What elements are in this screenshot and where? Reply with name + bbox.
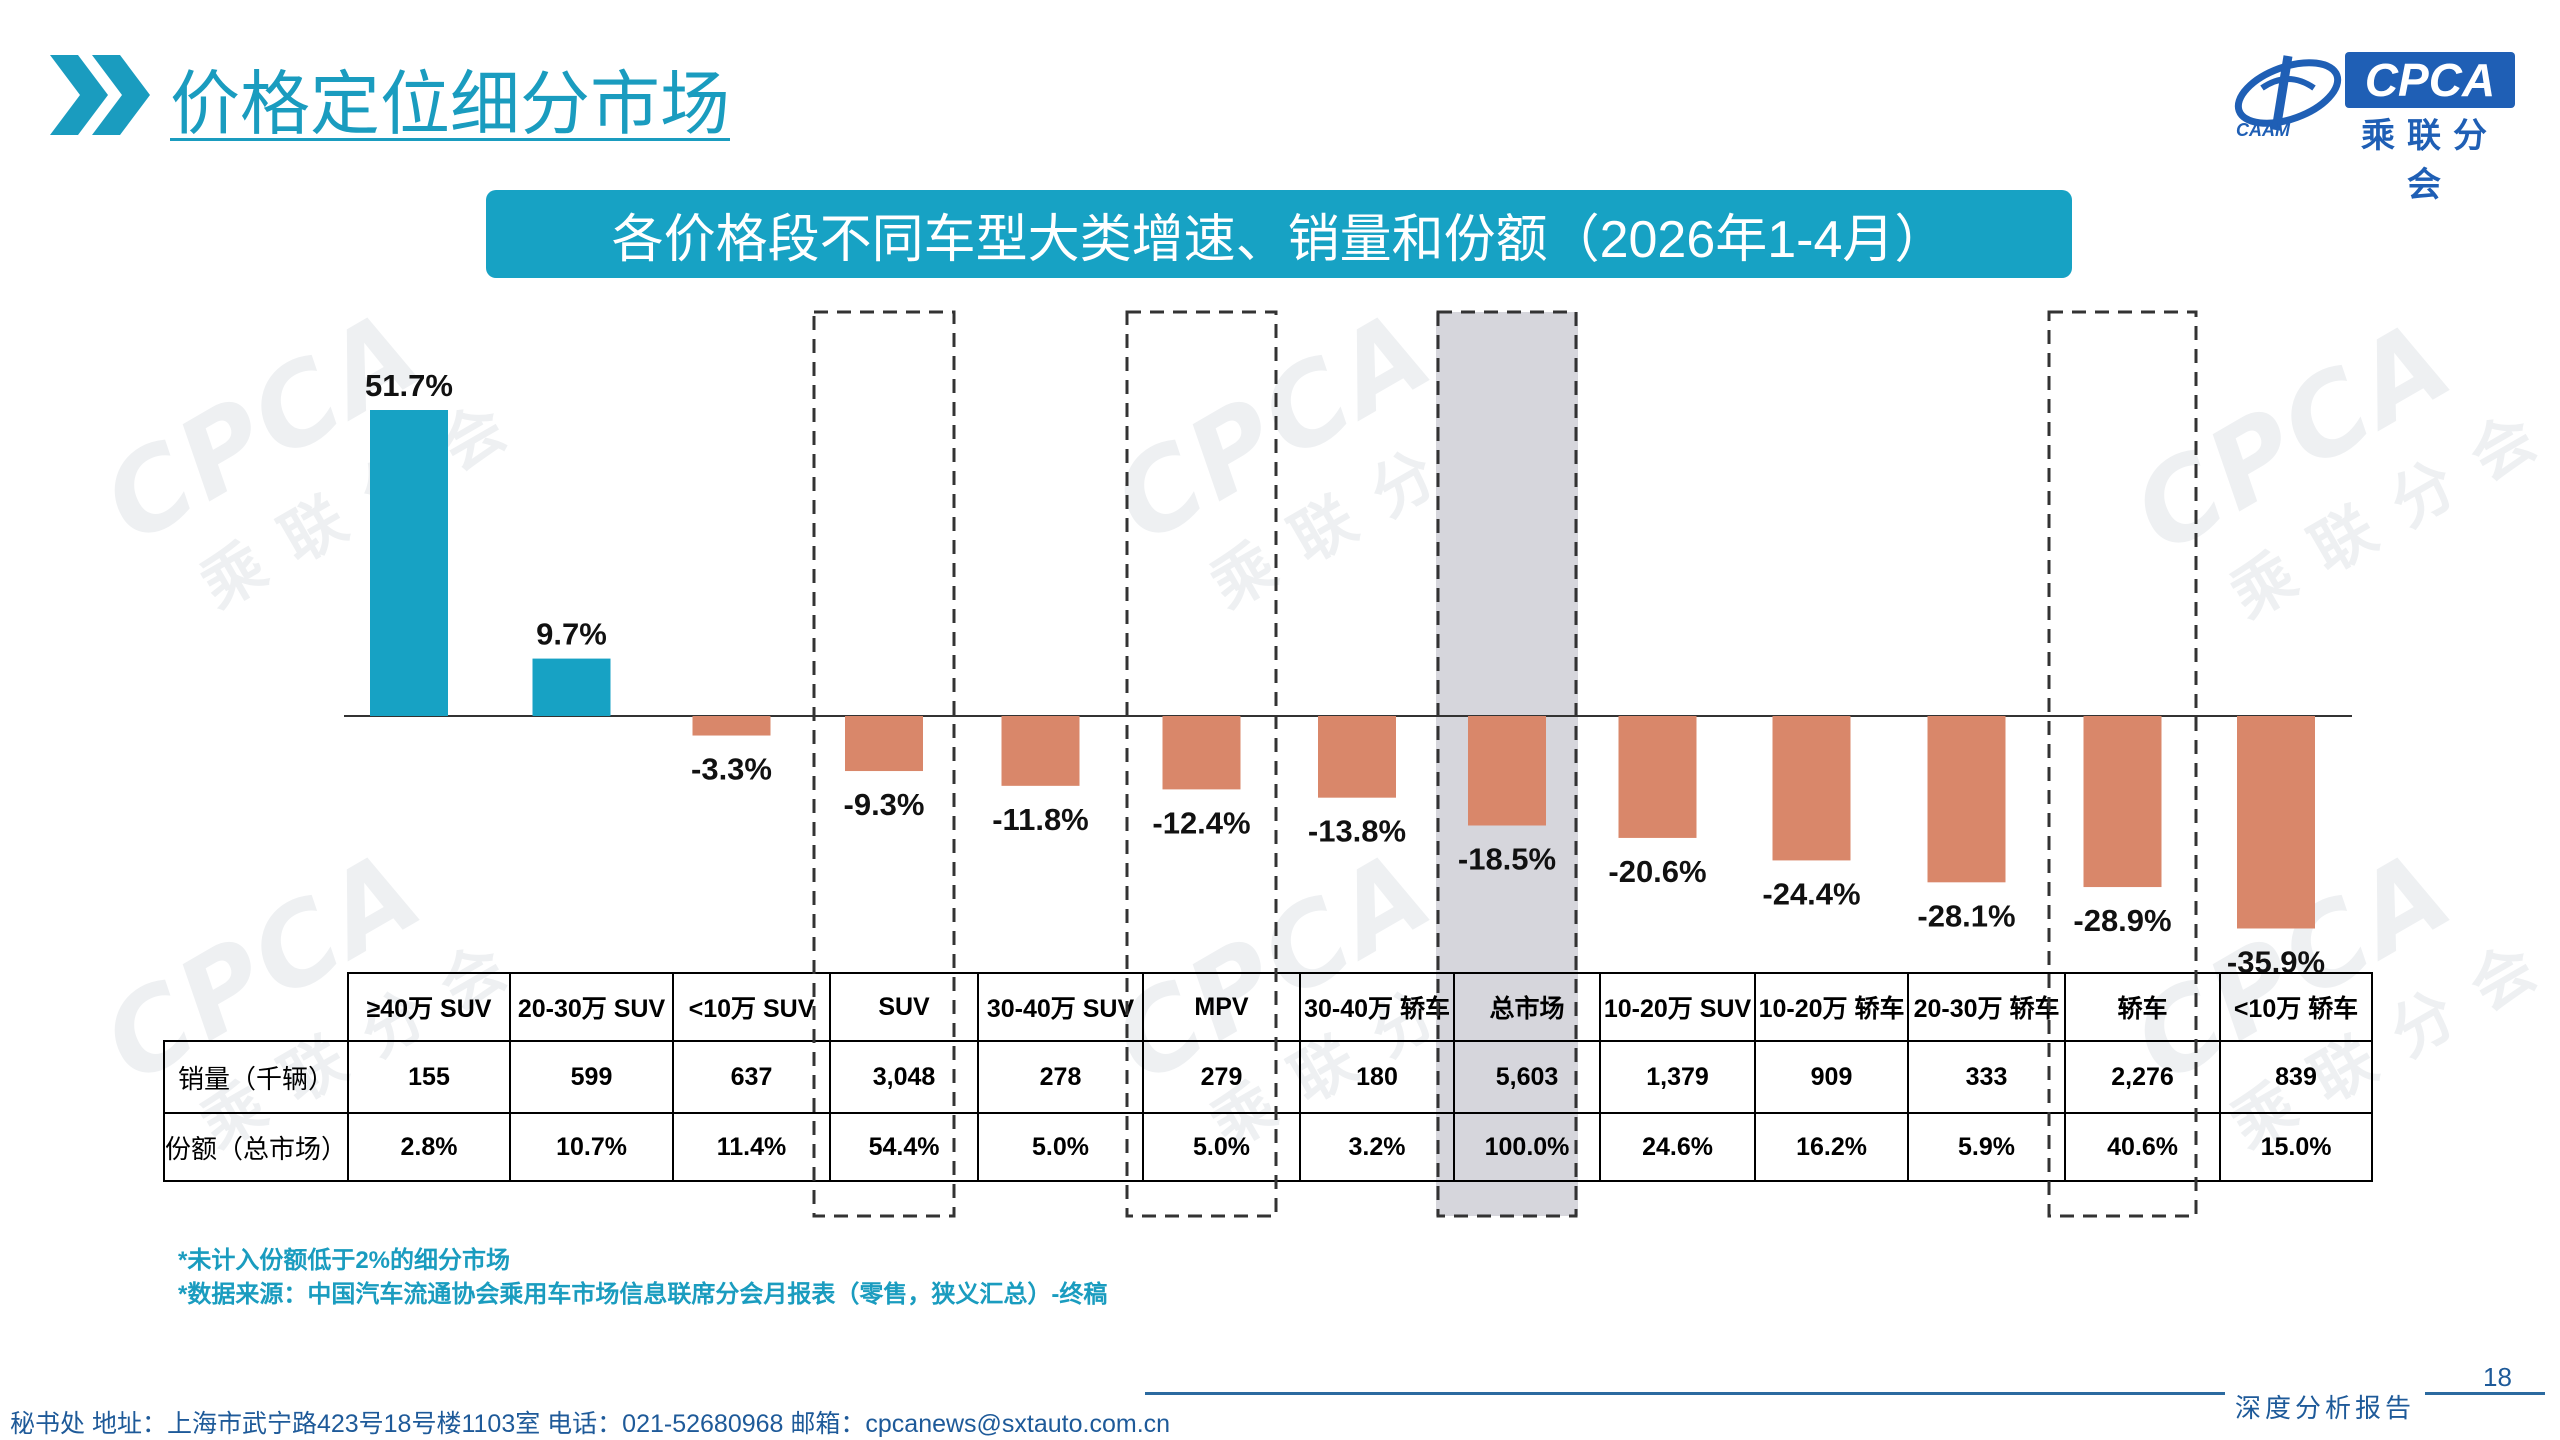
sales-cell: 2,276	[2064, 1040, 2222, 1114]
share-cell: 5.0%	[1142, 1112, 1302, 1182]
column-header: 总市场	[1453, 972, 1602, 1042]
share-cell: 54.4%	[829, 1112, 980, 1182]
data-label: 9.7%	[536, 617, 607, 652]
share-cell: 15.0%	[2219, 1112, 2374, 1182]
data-label: -11.8%	[992, 802, 1089, 837]
bar-11	[2083, 716, 2162, 888]
column-header: 10-20万 SUV	[1599, 972, 1757, 1042]
double-chevron-icon	[50, 55, 150, 135]
bar-8	[1618, 716, 1697, 838]
bar-5	[1162, 716, 1241, 790]
footnotes: *未计入份额低于2%的细分市场 *数据来源：中国汽车流通协会乘用车市场信息联席分…	[178, 1244, 1107, 1312]
footer-report-tag: 深度分析报告	[2225, 1388, 2426, 1425]
caam-logo-text: CAAM	[2236, 120, 2290, 140]
sales-cell: 599	[509, 1040, 675, 1114]
column-header: 10-20万 轿车	[1754, 972, 1910, 1042]
column-header: 30-40万 SUV	[977, 972, 1145, 1042]
sales-cell: 180	[1299, 1040, 1456, 1114]
column-header: 30-40万 轿车	[1299, 972, 1456, 1042]
bar-7	[1468, 716, 1546, 826]
column-header: 轿车	[2064, 972, 2222, 1042]
share-cell: 5.0%	[977, 1112, 1145, 1182]
share-cell: 3.2%	[1299, 1112, 1456, 1182]
table-row-sales: 销量（千辆） 155 599 637 3,048 278 279 180 5,603 1,379…	[162, 1040, 2374, 1114]
bar-4	[1001, 716, 1080, 786]
share-cell: 2.8%	[347, 1112, 512, 1182]
bar-0	[370, 410, 448, 716]
page-title: 价格定位细分市场	[170, 65, 730, 143]
chart-title-banner: 各价格段不同车型大类增速、销量和份额（2026年1-4月）	[486, 190, 2072, 278]
share-cell: 16.2%	[1754, 1112, 1910, 1182]
share-cell: 11.4%	[672, 1112, 832, 1182]
page-number: 18	[2483, 1362, 2512, 1392]
column-header: 20-30万 轿车	[1907, 972, 2067, 1042]
column-header: MPV	[1142, 972, 1302, 1042]
data-label: -28.9%	[2073, 903, 2171, 938]
bar-12	[2237, 716, 2315, 929]
column-header: 20-30万 SUV	[509, 972, 675, 1042]
sales-cell: 5,603	[1453, 1040, 1602, 1114]
sales-cell: 839	[2219, 1040, 2374, 1114]
cpca-logo: CPCA	[2345, 52, 2515, 108]
share-cell: 24.6%	[1599, 1112, 1757, 1182]
sales-cell: 333	[1907, 1040, 2067, 1114]
footer-contact: 秘书处 地址：上海市武宁路423号18号楼1103室 电话：021-526809…	[10, 1410, 1171, 1438]
table-corner-cell	[164, 973, 350, 1042]
column-header: <10万 轿车	[2219, 972, 2374, 1042]
sales-cell: 155	[347, 1040, 512, 1114]
footnote-share-threshold: *未计入份额低于2%的细分市场	[178, 1247, 511, 1274]
bar-9	[1772, 716, 1851, 861]
bar-10	[1927, 716, 2006, 883]
sales-cell: 909	[1754, 1040, 1910, 1114]
cpca-swirl-logo-icon	[2234, 55, 2342, 131]
bar-1	[532, 658, 611, 716]
column-header: <10万 SUV	[672, 972, 832, 1042]
cpca-logo-subtext: 乘联分会	[2361, 117, 2499, 204]
share-cell: 10.7%	[509, 1112, 675, 1182]
footnote-data-source: *数据来源：中国汽车流通协会乘用车市场信息联席分会月报表（零售，狭义汇总）-终稿	[178, 1281, 1108, 1308]
share-cell: 40.6%	[2064, 1112, 2222, 1182]
sales-cell: 279	[1142, 1040, 1302, 1114]
share-cell: 100.0%	[1453, 1112, 1602, 1182]
footer-divider	[1145, 1392, 2545, 1395]
data-label: -12.4%	[1152, 805, 1250, 840]
bar-2	[692, 716, 771, 736]
table-row-shares: 份额（总市场） 2.8% 10.7% 11.4% 54.4% 5.0% 5.0% 3.2% 1…	[162, 1112, 2374, 1182]
share-cell: 5.9%	[1907, 1112, 2067, 1182]
row-label-shares: 份额（总市场）	[162, 1112, 350, 1182]
sales-cell: 278	[977, 1040, 1145, 1114]
data-label: -24.4%	[1762, 876, 1860, 911]
table-header-row: ≥40万 SUV 20-30万 SUV <10万 SUV SUV 30-40万 SUV M…	[164, 972, 2374, 1042]
data-label: -9.3%	[844, 787, 925, 822]
data-label: 51.7%	[365, 368, 453, 403]
column-header: ≥40万 SUV	[347, 972, 512, 1042]
sales-cell: 3,048	[829, 1040, 980, 1114]
data-label: -20.6%	[1608, 854, 1706, 889]
row-label-sales: 销量（千辆）	[162, 1040, 350, 1114]
bar-6	[1318, 716, 1396, 798]
data-label: -13.8%	[1308, 814, 1406, 849]
column-header: SUV	[829, 972, 980, 1042]
data-label: -28.1%	[1917, 898, 2015, 933]
sales-cell: 637	[672, 1040, 832, 1114]
segment-data-table: ≥40万 SUV 20-30万 SUV <10万 SUV SUV 30-40万 SUV M…	[162, 972, 2374, 1182]
data-label: -18.5%	[1458, 841, 1556, 876]
data-label: -3.3%	[691, 752, 772, 787]
sales-cell: 1,379	[1599, 1040, 1757, 1114]
bar-3	[845, 716, 923, 772]
